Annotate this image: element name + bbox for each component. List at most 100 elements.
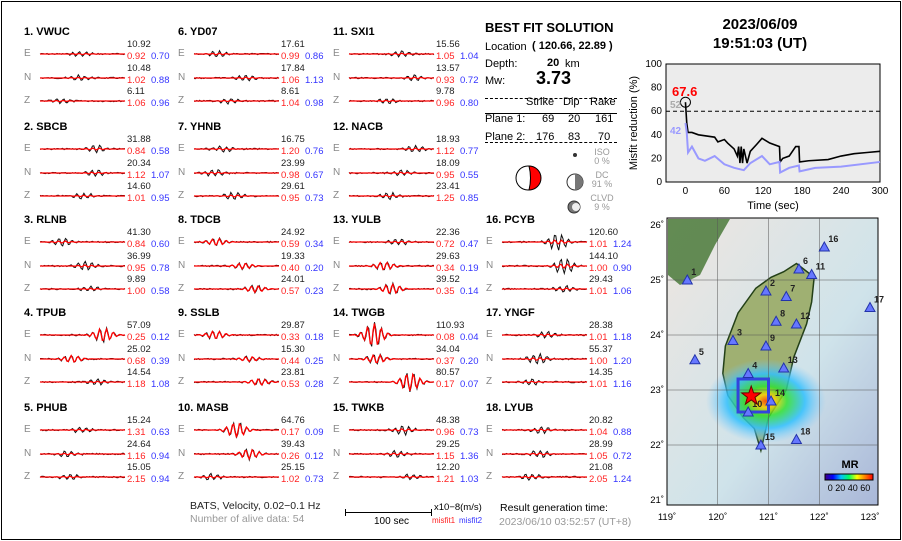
table-divider (485, 142, 617, 143)
station-number: 16 (828, 234, 838, 244)
component-label: Z (178, 95, 185, 106)
waveform-trace (348, 260, 434, 270)
waveform-trace (501, 449, 588, 458)
component-label: E (178, 143, 185, 154)
misfit1-value: 0.96 (436, 98, 455, 109)
peak-amplitude: 17.84 (281, 62, 305, 74)
peak-amplitude: 41.30 (127, 227, 151, 238)
station-triangle-icon[interactable] (790, 317, 803, 329)
waveform-trace (348, 281, 435, 295)
misfit1-value: 0.44 (281, 355, 300, 367)
misfit2-value: 0.98 (305, 98, 324, 109)
station-triangle-icon[interactable] (760, 284, 772, 296)
station-triangle-icon[interactable] (727, 334, 739, 345)
station-title: 15. TWKB (333, 402, 385, 414)
mr-colorbar (824, 473, 874, 481)
lat-tick-label: 23˚ (650, 385, 664, 396)
component-label: N (486, 259, 494, 271)
component-label: N (24, 259, 32, 271)
misfit2-value: 1.24 (613, 239, 632, 250)
waveform-trace (193, 191, 280, 200)
misfit1-value: 0.17 (281, 427, 300, 438)
misfit1-value: 0.08 (436, 332, 455, 343)
misfit2-value: 0.20 (460, 355, 479, 367)
station-triangle-icon[interactable] (864, 301, 876, 312)
waveform-trace (193, 49, 280, 57)
station-title: 2. SBCB (24, 121, 68, 133)
peak-amplitude: 18.93 (436, 134, 460, 145)
misfit1-value: 1.05 (589, 450, 608, 462)
station-triangle-icon[interactable] (793, 262, 805, 274)
misfit2-value: 0.12 (305, 450, 324, 462)
station-triangle-icon[interactable] (742, 405, 755, 417)
peak-amplitude: 64.76 (281, 415, 305, 426)
header-rake: Rake (590, 96, 616, 108)
component-label: N (24, 166, 32, 178)
misfit2-value: 0.39 (151, 355, 170, 367)
iso-label: ISO (594, 147, 610, 157)
clvd-label: CLVD (590, 193, 614, 203)
component-label: Z (333, 376, 340, 387)
station-triangle-icon[interactable] (790, 433, 803, 444)
misfit2-value: 1.20 (613, 355, 632, 367)
station-triangle-icon[interactable] (742, 367, 755, 378)
misfit2-value: 0.63 (151, 427, 170, 438)
peak-amplitude: 21.08 (589, 462, 613, 473)
peak-amplitude: 20.82 (589, 415, 613, 426)
table-divider (485, 98, 617, 99)
peak-amplitude: 10.48 (127, 62, 151, 74)
waveform-trace (501, 473, 588, 481)
peak-amplitude: 23.81 (281, 367, 305, 378)
misfit1-value: 1.05 (436, 51, 455, 62)
station-triangle-icon[interactable] (760, 339, 772, 351)
misfit2-value: 0.47 (460, 239, 479, 250)
misfit2-value: 0.23 (305, 286, 324, 297)
station-triangle-icon[interactable] (780, 290, 793, 301)
peak-amplitude: 10.92 (127, 39, 151, 50)
component-label: Z (333, 190, 340, 201)
station-number: 4 (752, 361, 757, 371)
peak-amplitude: 31.88 (127, 134, 151, 145)
component-label: E (486, 236, 493, 247)
x-tick-label: 300 (872, 186, 889, 197)
misfit2-value: 0.86 (305, 51, 324, 62)
station-triangle-icon[interactable] (765, 394, 777, 406)
station-number: 18 (800, 427, 810, 437)
station-triangle-icon[interactable] (689, 353, 701, 365)
series-line-2 (684, 122, 881, 175)
station-number: 1 (691, 267, 696, 277)
station-triangle-icon[interactable] (805, 268, 818, 279)
waveform-trace (39, 285, 126, 292)
waveform-trace (348, 144, 435, 153)
misfit1-value: 1.31 (127, 427, 146, 438)
y-axis-label: Misfit reduction (%) (628, 76, 640, 170)
misfit1-value: 0.84 (127, 146, 146, 157)
x-tick-label: 0 (683, 186, 689, 197)
plane2-label: Plane 2: (485, 131, 526, 143)
waveform-trace (193, 330, 280, 341)
gen-time: 2023/06/10 03:52:57 (UT+8) (499, 516, 632, 528)
misfit1-value: 0.34 (436, 262, 455, 274)
component-label: E (333, 143, 340, 154)
station-number: 11 (816, 262, 826, 272)
component-label: Z (178, 471, 185, 482)
component-label: N (24, 447, 32, 459)
station-number: 2 (770, 278, 775, 288)
misfit2-value: 0.78 (151, 262, 170, 274)
station-triangle-icon[interactable] (777, 361, 790, 373)
colorbar-title: MR (841, 459, 858, 471)
station-title: 14. TWGB (333, 307, 385, 319)
dc-label: DC (595, 170, 609, 180)
misfit2-value: 0.04 (460, 332, 479, 343)
station-triangle-icon[interactable] (681, 273, 694, 285)
peak-amplitude: 48.38 (436, 415, 460, 426)
waveform-trace (193, 447, 280, 462)
station-triangle-icon[interactable] (755, 438, 767, 450)
waveform-trace (501, 284, 588, 293)
event-time: 19:51:03 (UT) (712, 35, 808, 52)
station-triangle-icon[interactable] (818, 240, 831, 252)
station-triangle-icon[interactable] (770, 315, 782, 326)
misfit2-value: 1.07 (151, 169, 170, 181)
peak-amplitude: 55.37 (589, 343, 613, 355)
